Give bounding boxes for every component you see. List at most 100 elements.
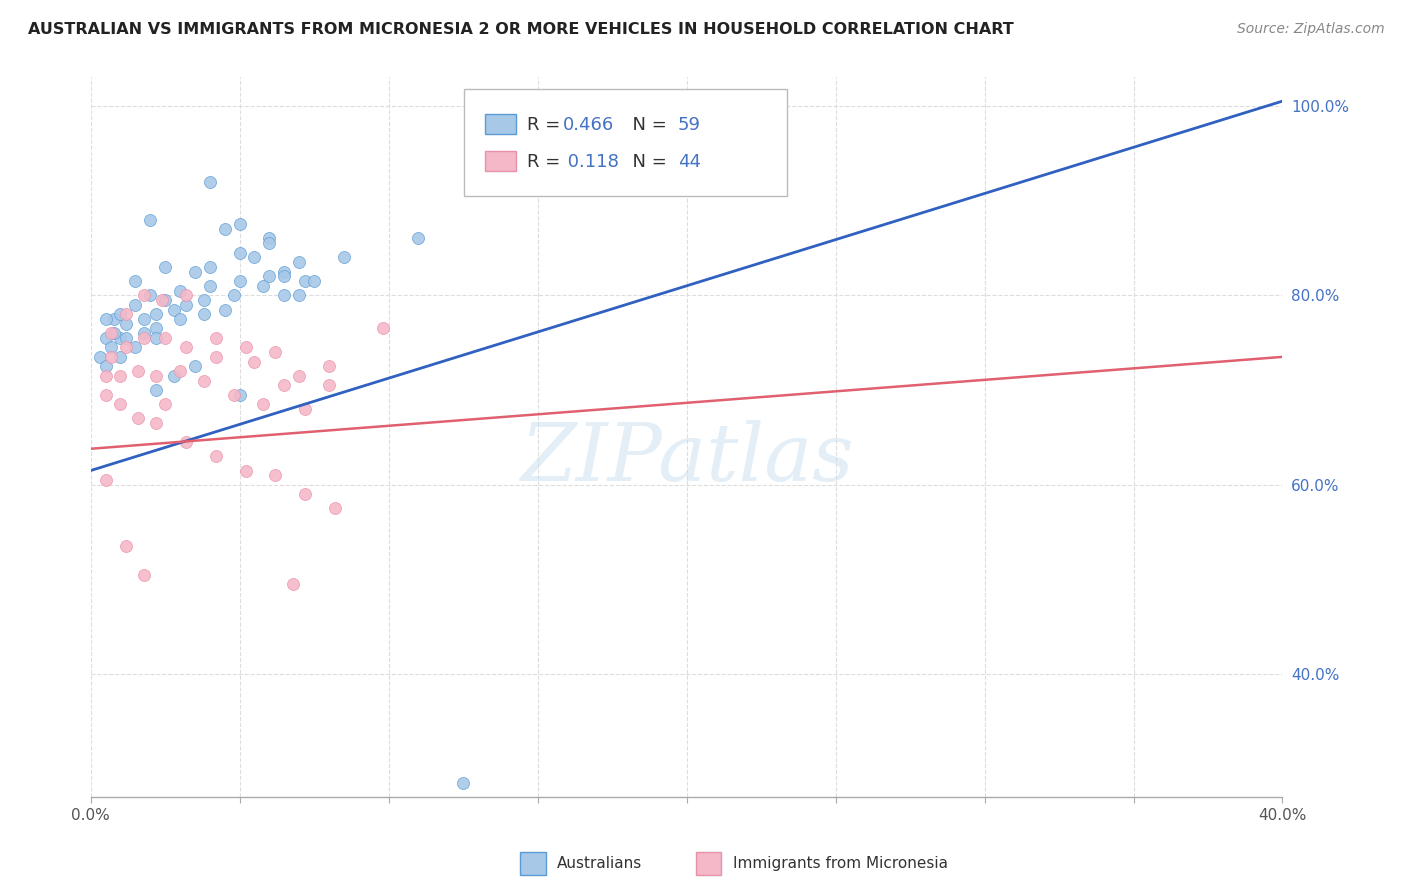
- Point: [139, 288, 162, 302]
- Point: [273, 378, 295, 392]
- Point: [103, 312, 125, 326]
- Point: [184, 359, 207, 374]
- Point: [228, 274, 250, 288]
- Text: ZIPatlas: ZIPatlas: [520, 420, 853, 498]
- Text: 0.466: 0.466: [562, 116, 613, 134]
- Point: [110, 397, 132, 411]
- Point: [408, 231, 430, 245]
- Point: [150, 293, 173, 307]
- Point: [259, 269, 281, 284]
- Point: [100, 350, 122, 364]
- Point: [294, 402, 316, 417]
- Point: [134, 288, 156, 302]
- Text: Immigrants from Micronesia: Immigrants from Micronesia: [733, 856, 948, 871]
- Point: [163, 368, 186, 383]
- Point: [145, 307, 167, 321]
- Point: [145, 331, 167, 345]
- Point: [110, 331, 132, 345]
- Point: [193, 374, 215, 388]
- Point: [198, 175, 221, 189]
- Point: [259, 236, 281, 251]
- Point: [153, 260, 176, 274]
- Point: [174, 298, 197, 312]
- Point: [288, 255, 311, 269]
- Point: [294, 487, 316, 501]
- Point: [163, 302, 186, 317]
- Point: [115, 317, 138, 331]
- Point: [134, 326, 156, 341]
- Point: [103, 326, 125, 341]
- Point: [228, 217, 250, 231]
- Point: [259, 231, 281, 245]
- Point: [100, 326, 122, 341]
- Text: R =: R =: [527, 116, 567, 134]
- Point: [283, 577, 305, 591]
- Text: Australians: Australians: [557, 856, 643, 871]
- Point: [294, 274, 316, 288]
- Point: [273, 265, 295, 279]
- Text: N =: N =: [621, 153, 673, 171]
- Point: [134, 567, 156, 582]
- Point: [153, 397, 176, 411]
- Point: [243, 354, 266, 368]
- Point: [169, 312, 191, 326]
- Point: [288, 288, 311, 302]
- Point: [318, 378, 340, 392]
- Point: [94, 388, 117, 402]
- Point: [264, 345, 287, 359]
- Point: [145, 368, 167, 383]
- Text: R =: R =: [527, 153, 567, 171]
- Point: [124, 274, 146, 288]
- Point: [371, 321, 394, 335]
- Point: [273, 288, 295, 302]
- Point: [235, 464, 257, 478]
- Point: [124, 340, 146, 354]
- Point: [198, 260, 221, 274]
- Point: [204, 331, 226, 345]
- Point: [145, 416, 167, 430]
- Point: [174, 435, 197, 450]
- Point: [252, 278, 274, 293]
- Point: [235, 340, 257, 354]
- Point: [228, 388, 250, 402]
- Point: [273, 269, 295, 284]
- Point: [100, 340, 122, 354]
- Text: AUSTRALIAN VS IMMIGRANTS FROM MICRONESIA 2 OR MORE VEHICLES IN HOUSEHOLD CORRELA: AUSTRALIAN VS IMMIGRANTS FROM MICRONESIA…: [28, 22, 1014, 37]
- Point: [193, 293, 215, 307]
- Point: [323, 501, 346, 516]
- Point: [451, 776, 474, 790]
- Point: [174, 340, 197, 354]
- Point: [134, 312, 156, 326]
- Point: [115, 340, 138, 354]
- Text: 59: 59: [678, 116, 700, 134]
- Point: [110, 368, 132, 383]
- Point: [94, 368, 117, 383]
- Point: [169, 284, 191, 298]
- Point: [193, 307, 215, 321]
- Point: [214, 302, 236, 317]
- Point: [198, 278, 221, 293]
- Text: 44: 44: [678, 153, 700, 171]
- Point: [184, 265, 207, 279]
- Point: [115, 307, 138, 321]
- Point: [94, 331, 117, 345]
- Point: [318, 359, 340, 374]
- Point: [153, 331, 176, 345]
- Point: [110, 350, 132, 364]
- Point: [222, 288, 245, 302]
- Point: [94, 312, 117, 326]
- Point: [222, 388, 245, 402]
- Point: [302, 274, 325, 288]
- Point: [204, 450, 226, 464]
- Point: [333, 251, 356, 265]
- Point: [127, 411, 149, 425]
- Point: [115, 539, 138, 553]
- Text: Source: ZipAtlas.com: Source: ZipAtlas.com: [1237, 22, 1385, 37]
- Point: [204, 350, 226, 364]
- Point: [115, 331, 138, 345]
- Point: [134, 331, 156, 345]
- Text: 0.118: 0.118: [562, 153, 619, 171]
- Text: N =: N =: [621, 116, 673, 134]
- Point: [89, 350, 111, 364]
- Point: [264, 468, 287, 483]
